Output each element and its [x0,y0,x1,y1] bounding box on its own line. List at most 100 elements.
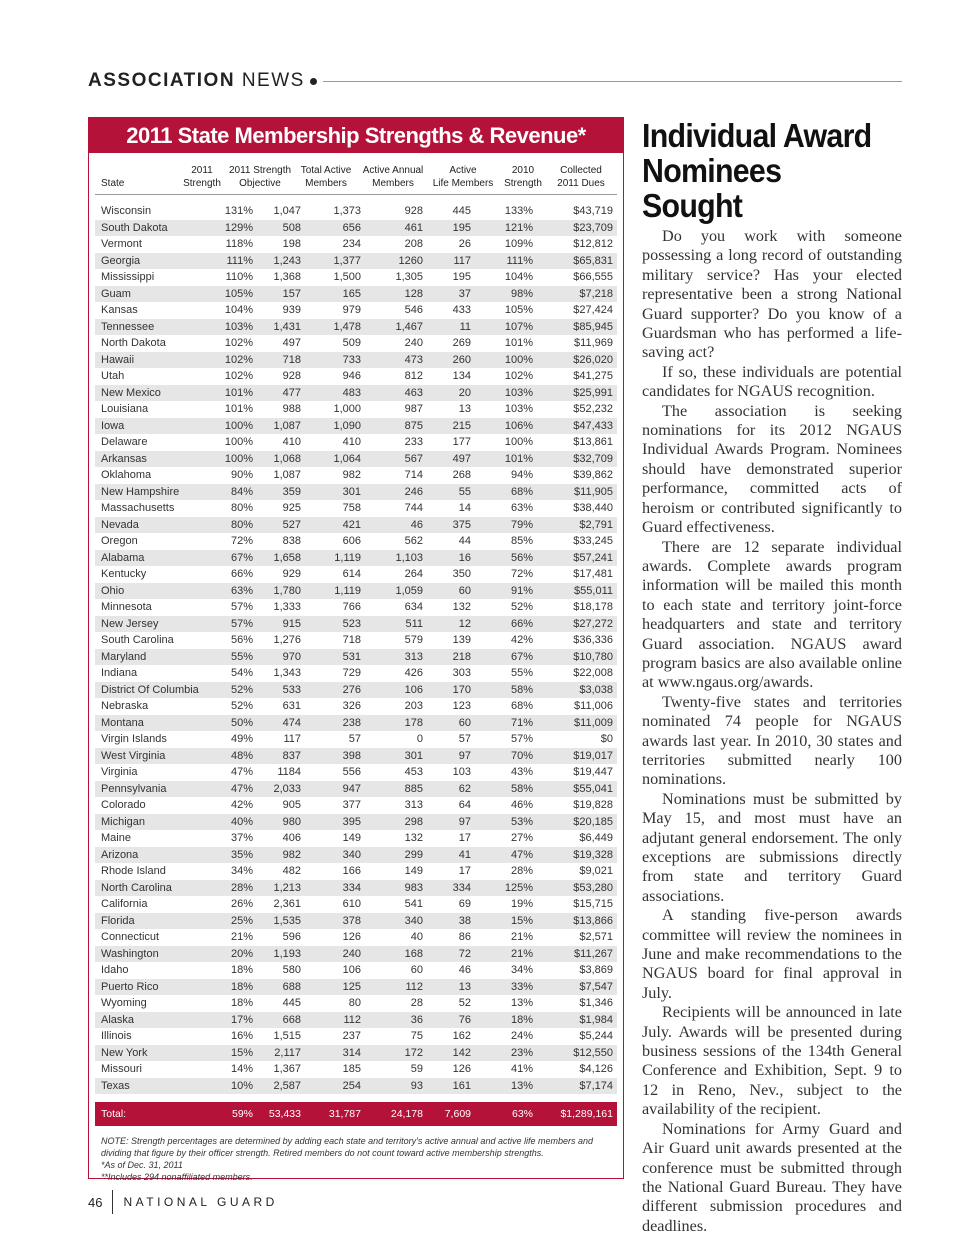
column-header-line: 2010 [511,165,535,176]
state-name: Arkansas [101,452,147,465]
table-cell: 111% [506,254,533,267]
state-name: Virginia [101,766,138,778]
state-name: Utah [101,370,125,382]
table-row: Colorado 42% 905 377 313 64 46% $19,828 [95,797,617,814]
state-name: Virgin Islands [101,733,167,745]
table-row: Oklahoma 90% 1,087 982 714 268 94% $39,862 [95,467,617,484]
table-cell: 52% [230,700,253,712]
table-cell: 195 [452,271,471,283]
table-cell: 299 [404,848,423,861]
table-cell: $38,440 [573,502,613,514]
table-cell: 111% [226,254,253,267]
table-cell: 161 [452,1079,471,1092]
table-cell: $36,336 [573,634,613,646]
table-cell: 238 [342,716,361,729]
table-cell: 610 [342,898,361,910]
table-row: South Carolina 56% 1,276 718 579 139 42% $36,33… [95,632,617,649]
state-name: Vermont [101,238,142,250]
table-cell: 1,500 [333,271,361,283]
table-cell: 117 [283,733,301,745]
table-body: Wisconsin 131% 1,047 1,373 928 445 133% $43,719… [95,203,617,1094]
table-cell: 1,343 [273,667,301,679]
table-cell: 18% [230,964,253,976]
table-cell: 142 [452,1046,471,1059]
table-cell: 105% [224,287,253,300]
table-cell: 718 [342,634,361,646]
table-cell: 541 [404,898,423,910]
table-cell: 101% [504,337,533,349]
table-cell: 54% [230,667,253,679]
table-cell: 334 [342,881,361,894]
table-row: New Mexico 101% 477 483 463 20 103% $25,991 [95,384,617,401]
table-cell: $19,328 [573,848,613,861]
state-name: Maine [101,832,131,844]
table-cell: 72% [230,535,253,547]
table-cell: 1,068 [273,452,301,465]
table-cell: 36 [410,1013,423,1026]
table-cell: 378 [342,914,361,927]
table-cell: 43% [510,766,533,778]
column-header-line: Members [305,178,347,189]
state-name: Wisconsin [101,205,152,217]
table-cell: 172 [404,1046,423,1059]
table-row: New Jersey 57% 915 523 511 12 66% $27,272 [95,615,617,632]
table-cell: 1,515 [273,1030,301,1042]
table-cell: 166 [342,865,361,877]
table-cell: 60 [458,716,471,729]
table-cell: 60 [458,584,471,597]
table-cell: 185 [342,1063,361,1075]
table-cell: 14 [458,502,471,514]
table-cell: $7,218 [579,287,613,300]
article-paragraph: Do you work with someone possessing a lo… [642,227,902,362]
table-cell: 40% [230,815,253,828]
table-cell: 395 [342,815,361,828]
table-cell: 16% [230,1030,253,1042]
table-cell: 301 [404,749,423,762]
table-cell: $10,780 [573,650,613,663]
column-header: Collected 2011 Dues [549,164,615,190]
state-name: Alabama [101,551,145,564]
table-row: Missouri 14% 1,367 185 59 126 41% $4,126 [95,1061,617,1078]
table-cell: 104% [504,271,533,283]
table-cell: 198 [282,238,301,250]
state-name: Illinois [101,1030,132,1042]
table-cell: 875 [404,419,423,432]
table-cell: 195 [452,221,471,234]
table-cell: 62 [458,782,471,795]
table-cell: 12 [458,617,471,630]
bullet-icon [309,77,317,85]
table-row: Alabama 67% 1,658 1,119 1,103 16 56% $57,241 [95,549,617,566]
table-cell: $11,969 [574,337,613,349]
table-cell: 165 [342,287,361,300]
table-cell: 80 [348,997,361,1009]
column-header: State [95,177,179,190]
table-cell: 656 [342,221,361,234]
table-cell: 1,467 [395,320,423,333]
table-cell: $2,571 [579,931,613,943]
table-cell: 35% [230,848,253,861]
table-cell: 483 [342,386,361,399]
table-row: Guam 105% 157 165 128 37 98% $7,218 [95,285,617,302]
table-cell: 1,090 [333,419,361,432]
table-cell: 125 [342,980,361,993]
article-paragraph: Nominations must be submitted by May 15,… [642,789,902,905]
article-paragraph: Recipients will be announced in late Jul… [642,1003,902,1119]
table-cell: 240 [342,947,361,960]
table-cell: 102% [224,370,253,382]
table-cell: 64 [458,799,471,811]
table-row: Georgia 111% 1,243 1,377 1260 117 111% $65,831 [95,252,617,269]
state-name: Wyoming [101,997,147,1009]
table-cell: 34% [510,964,533,976]
table-cell: $57,241 [573,551,613,564]
table-cell: $39,862 [573,469,613,481]
table-cell: 55 [458,485,471,498]
section-label-bold: ASSOCIATION [88,70,236,91]
table-cell: 837 [282,749,301,762]
table-cell: 1,119 [334,584,361,597]
column-header-line: Active Annual [362,165,424,176]
table-row: Wisconsin 131% 1,047 1,373 928 445 133% $43,719 [95,203,617,220]
table-cell: 246 [404,485,423,498]
total-cell: 53,433 [268,1108,301,1120]
table-cell: $1,346 [579,997,613,1009]
table-cell: $23,709 [573,221,613,234]
